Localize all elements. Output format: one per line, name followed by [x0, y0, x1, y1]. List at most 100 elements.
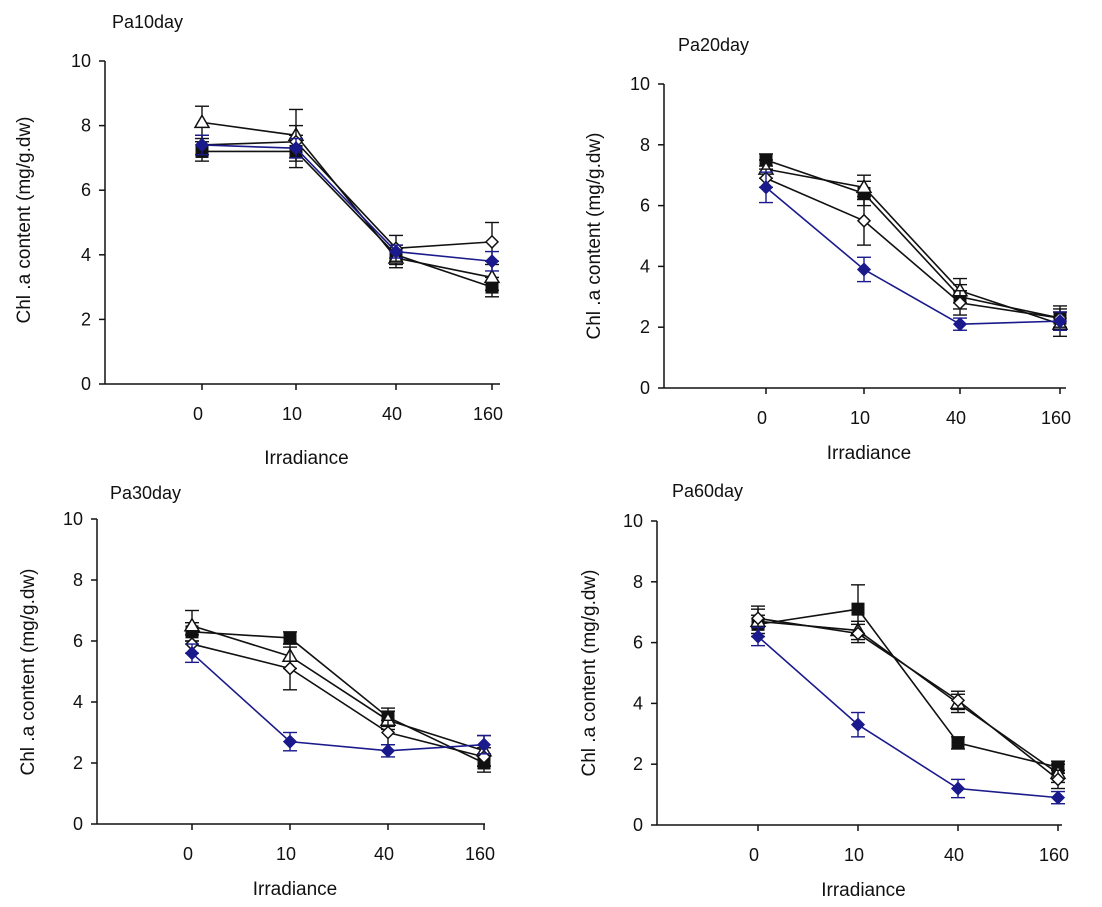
chart-panel: Pa20day 0 2 4 6 8 10 0 10 40 160 Irradiance Chl .a c…: [584, 35, 1071, 464]
series-group: [184, 643, 492, 758]
y-tick-label: 2: [73, 753, 83, 773]
series-line: [757, 620, 1059, 774]
data-point: [952, 295, 968, 310]
data-point: [851, 602, 865, 616]
x-tick-label: 160: [473, 404, 503, 424]
y-tick-label: 4: [81, 245, 91, 265]
x-axis-label: Irradiance: [821, 880, 906, 901]
x-tick-label: 160: [1041, 408, 1071, 428]
series-group: [759, 153, 1067, 331]
data-point: [380, 743, 396, 758]
chart-title: Pa60day: [672, 481, 743, 501]
series-line: [765, 168, 1061, 325]
x-tick-label: 0: [193, 404, 203, 424]
y-axis-label: Chl .a content (mg/g.dw): [14, 117, 35, 324]
y-tick-label: 6: [81, 180, 91, 200]
data-point: [283, 631, 297, 645]
chart-panel: Pa30day 0 2 4 6 8 10 0 10 40 160 Irradiance Chl .a c…: [18, 483, 495, 900]
y-tick-label: 0: [73, 814, 83, 834]
y-tick-label: 6: [633, 633, 643, 653]
x-tick-label: 0: [757, 408, 767, 428]
chart-panel: Pa60day 0 2 4 6 8 10 0 10 40 160 Irradiance Chl .a c…: [579, 481, 1069, 901]
y-tick-label: 2: [640, 317, 650, 337]
data-point: [183, 617, 201, 632]
data-point: [388, 244, 404, 259]
y-tick-label: 10: [63, 509, 83, 529]
data-point: [380, 725, 396, 740]
data-point: [184, 646, 200, 661]
y-tick-label: 8: [640, 135, 650, 155]
y-tick-label: 0: [640, 378, 650, 398]
data-point: [950, 693, 966, 708]
data-point: [850, 626, 866, 641]
data-point: [1050, 790, 1066, 805]
series-line: [191, 643, 485, 758]
series-line: [757, 608, 1059, 769]
y-tick-label: 10: [630, 74, 650, 94]
x-tick-label: 10: [844, 845, 864, 865]
data-point: [856, 262, 872, 277]
series-line: [201, 121, 493, 279]
data-point: [194, 137, 210, 153]
x-axis-label: Irradiance: [264, 448, 349, 469]
y-tick-label: 10: [623, 511, 643, 531]
y-tick-label: 4: [633, 693, 643, 713]
x-tick-label: 10: [850, 408, 870, 428]
y-tick-label: 0: [633, 815, 643, 835]
y-tick-label: 8: [73, 570, 83, 590]
chart-title: Pa20day: [678, 35, 749, 55]
y-tick-label: 2: [81, 309, 91, 329]
series-line: [765, 177, 1061, 319]
x-tick-label: 40: [374, 844, 394, 864]
data-point: [950, 781, 966, 796]
series-group: [750, 626, 1066, 805]
y-tick-label: 4: [640, 256, 650, 276]
x-tick-label: 40: [946, 408, 966, 428]
series-line: [202, 150, 493, 288]
data-point: [282, 661, 298, 676]
data-point: [476, 737, 492, 752]
data-point: [855, 178, 873, 194]
y-tick-label: 6: [640, 196, 650, 216]
series-group: [750, 608, 1066, 790]
series-group: [193, 105, 501, 292]
y-tick-label: 2: [633, 754, 643, 774]
series-line: [765, 186, 1061, 325]
x-axis-label: Irradiance: [253, 879, 338, 900]
y-tick-label: 0: [81, 374, 91, 394]
chart-title: Pa10day: [112, 12, 183, 32]
y-axis-label: Chl .a content (mg/g.dw): [579, 570, 600, 777]
y-axis-label: Chl .a content (mg/g.dw): [584, 133, 605, 340]
data-point: [484, 254, 500, 269]
series-line: [191, 624, 485, 752]
data-point: [484, 234, 500, 249]
data-point: [1052, 314, 1068, 329]
data-point: [758, 180, 774, 195]
data-point: [850, 717, 866, 732]
data-point: [750, 611, 766, 626]
series-line: [191, 652, 485, 752]
series-group: [194, 134, 500, 272]
series-group: [195, 134, 499, 298]
data-point: [483, 268, 501, 284]
series-group: [184, 634, 492, 767]
x-tick-label: 0: [183, 844, 193, 864]
x-tick-label: 10: [282, 404, 302, 424]
x-tick-label: 0: [749, 845, 759, 865]
series-line: [757, 617, 1059, 781]
y-tick-label: 8: [81, 116, 91, 136]
y-tick-label: 8: [633, 572, 643, 592]
data-point: [282, 734, 298, 749]
data-point: [1050, 772, 1066, 787]
chart-title: Pa30day: [110, 483, 181, 503]
data-point: [750, 629, 766, 644]
series-line: [201, 144, 493, 263]
x-axis-label: Irradiance: [827, 443, 912, 464]
chart-panel: Pa10day 0 2 4 6 8 10 0 10 40 160 Irradiance Chl .a c…: [14, 12, 503, 469]
data-point: [193, 113, 211, 129]
y-tick-label: 6: [73, 631, 83, 651]
data-point: [951, 736, 965, 750]
y-tick-label: 10: [71, 51, 91, 71]
data-point: [856, 213, 872, 228]
